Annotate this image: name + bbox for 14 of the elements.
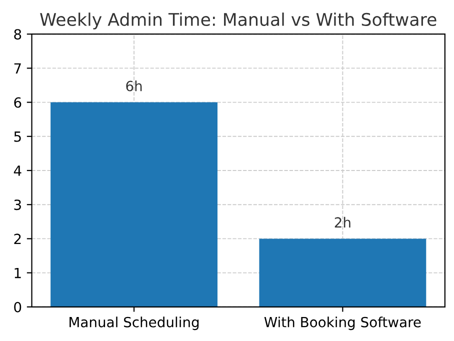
x-tick-label: Manual Scheduling xyxy=(70,316,199,330)
y-tick-label: 8 xyxy=(14,29,22,40)
data-label: 6h xyxy=(126,80,142,92)
data-label: 2h xyxy=(334,216,350,228)
y-tick-label: 5 xyxy=(14,132,21,142)
y-tick-label: 4 xyxy=(14,166,22,176)
y-tick-label: 0 xyxy=(14,302,22,312)
y-tick-label: 7 xyxy=(14,63,21,74)
x-tick-label: With Booking Software xyxy=(264,316,421,330)
y-tick-label: 1 xyxy=(14,268,21,278)
y-tick-label: 3 xyxy=(14,200,21,210)
y-tick-label: 6 xyxy=(14,97,22,108)
y-tick-label: 2 xyxy=(14,234,21,244)
chart-title: Weekly Admin Time: Manual vs With Software xyxy=(40,12,436,30)
